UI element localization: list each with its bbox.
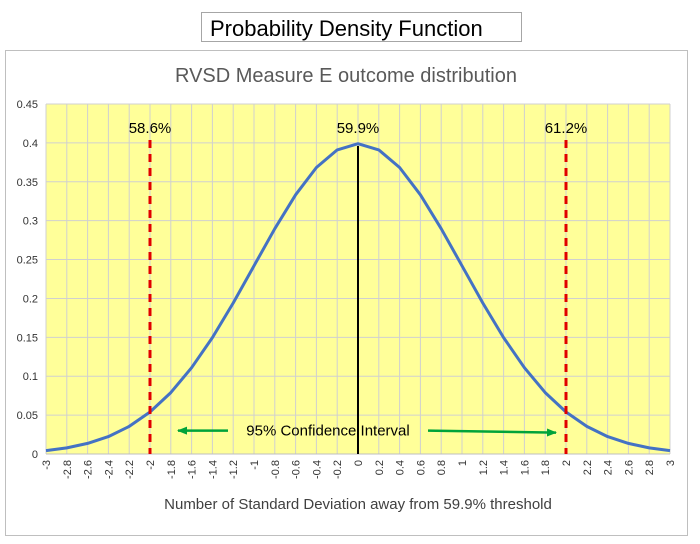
- x-tick-label: 2.4: [603, 460, 615, 475]
- x-tick-label: 1.4: [499, 460, 511, 475]
- x-tick-label: -1.4: [207, 460, 219, 479]
- x-tick-label: 0.6: [415, 460, 427, 475]
- chart-header-box: Probability Density Function: [201, 12, 522, 42]
- x-tick-label: 2.8: [644, 460, 656, 475]
- x-tick-label: -0.4: [311, 460, 323, 479]
- y-tick-label: 0.05: [17, 410, 38, 422]
- threshold-label: 59.9%: [337, 120, 380, 137]
- confidence-interval-label: 95% Confidence Interval: [246, 423, 409, 440]
- lower-bound-label: 58.6%: [129, 120, 172, 137]
- x-tick-label: -2.4: [103, 460, 115, 479]
- y-tick-label: 0.2: [23, 293, 38, 305]
- x-tick-label: -2.2: [124, 460, 136, 479]
- y-tick-label: 0.45: [17, 99, 38, 111]
- x-tick-label: 0.4: [395, 460, 407, 475]
- y-tick-label: 0.25: [17, 255, 38, 267]
- x-tick-label: 0.2: [374, 460, 386, 475]
- ci-right-arrow: [427, 428, 557, 437]
- x-tick-label: 0.8: [436, 460, 448, 475]
- y-tick-label: 0.3: [23, 216, 38, 228]
- x-tick-label: -2.6: [83, 460, 95, 479]
- x-tick-label: 2.6: [623, 460, 635, 475]
- chart-header: Probability Density Function: [210, 16, 483, 41]
- y-tick-label: 0.4: [23, 138, 38, 150]
- y-tick-label: 0.35: [17, 177, 38, 189]
- x-tick-label: 3: [665, 460, 677, 466]
- y-tick-label: 0.15: [17, 332, 38, 344]
- upper-bound-label: 61.2%: [545, 120, 588, 137]
- x-tick-label: -1.2: [228, 460, 240, 479]
- y-tick-label: 0.1: [23, 371, 38, 383]
- y-tick-label: 0: [32, 449, 38, 461]
- x-tick-label: -2: [145, 460, 157, 470]
- x-tick-label: 1.8: [540, 460, 552, 475]
- x-tick-label: -1: [249, 460, 261, 470]
- x-tick-label: -0.6: [291, 460, 303, 479]
- x-axis-label: Number of Standard Deviation away from 5…: [164, 496, 552, 513]
- x-tick-label: -1.6: [187, 460, 199, 479]
- x-tick-label: -3: [41, 460, 53, 470]
- x-tick-label: 2.2: [582, 460, 594, 475]
- x-tick-label: 0: [353, 460, 365, 466]
- x-tick-label: 1: [457, 460, 469, 466]
- chart-title: RVSD Measure E outcome distribution: [175, 65, 517, 87]
- x-tick-label: -0.8: [270, 460, 282, 479]
- x-tick-label: 1.6: [519, 460, 531, 475]
- x-tick-label: 2: [561, 460, 573, 466]
- x-tick-label: 1.2: [478, 460, 490, 475]
- x-tick-label: -2.8: [62, 460, 74, 479]
- x-tick-label: -1.8: [166, 460, 178, 479]
- x-tick-label: -0.2: [332, 460, 344, 479]
